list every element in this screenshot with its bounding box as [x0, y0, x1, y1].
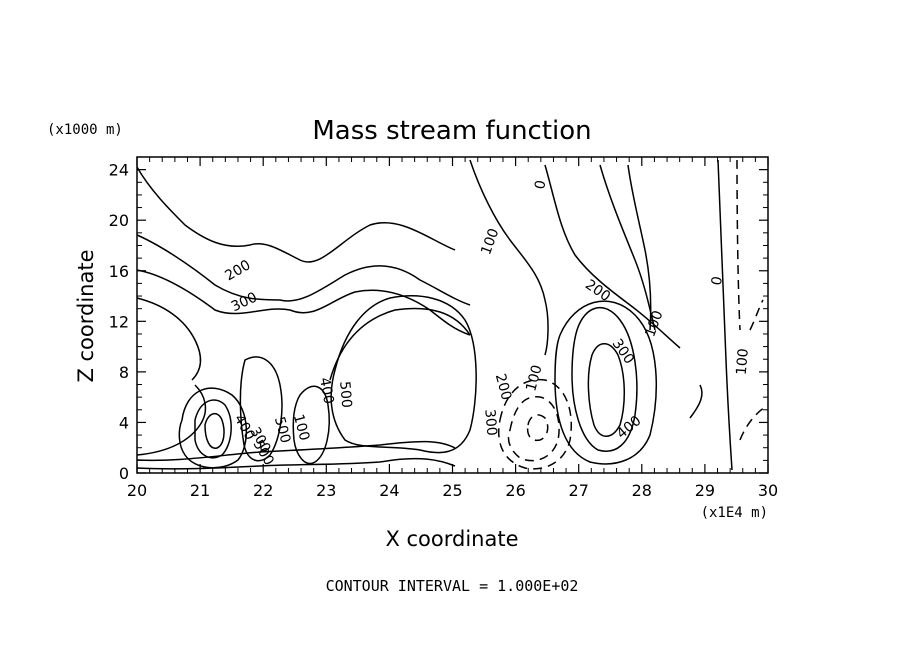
contour-line: [599, 164, 656, 331]
contour-value-label: 200: [492, 372, 514, 402]
contour-line: [717, 159, 733, 471]
contour-value-label: 400: [614, 413, 645, 442]
contour-interval-note: CONTOUR INTERVAL = 1.000E+02: [326, 577, 579, 595]
contour-value-label: 500: [336, 381, 354, 409]
contour-line: [587, 343, 626, 437]
contour-line: [178, 387, 248, 469]
y-tick-label: 24: [109, 161, 129, 180]
y-axis-ticks: 0 4 8 12 16 20 24: [109, 161, 768, 483]
negative-contour-line: [526, 414, 549, 442]
negative-contour-line: [736, 159, 741, 331]
contour-lines: [136, 159, 769, 471]
x-tick-label: 28: [632, 481, 652, 500]
contour-line: [136, 457, 456, 470]
contour-line: [330, 295, 477, 454]
contour-value-label: 0: [532, 179, 549, 191]
contour-line: [194, 399, 232, 459]
x-tick-label: 22: [253, 481, 273, 500]
contour-line: [136, 166, 456, 263]
x-tick-label: 30: [758, 481, 778, 500]
contour-line: [239, 356, 283, 462]
y-tick-label: 12: [109, 312, 129, 331]
x-axis-ticks: 20 21 22 23 24 25 26 27 28 29 30: [127, 157, 778, 500]
contour-value-label: 100: [734, 348, 752, 376]
y-tick-label: 16: [109, 262, 129, 281]
negative-contour-line: [749, 299, 764, 331]
contour-line: [136, 440, 456, 462]
contour-value-label: 100: [642, 309, 666, 340]
contour-value-label: 100: [523, 363, 545, 393]
y-axis-label: Z coordinate: [74, 249, 98, 382]
contour-value-label: 0: [709, 275, 726, 287]
x-tick-label: 20: [127, 481, 147, 500]
x-tick-label: 24: [379, 481, 399, 500]
contour-line: [136, 234, 471, 306]
contour-line: [136, 384, 207, 456]
contour-line: [544, 164, 681, 349]
x-tick-label: 25: [442, 481, 462, 500]
contour-value-label: 100: [478, 226, 502, 257]
negative-contour-line: [739, 404, 769, 441]
x-tick-label: 23: [316, 481, 336, 500]
contour-value-label: 500: [271, 415, 293, 445]
x-axis-unit: (x1E4 m): [701, 505, 768, 521]
contour-line: [136, 297, 202, 381]
y-axis-unit: (x1000 m): [47, 122, 123, 138]
contour-value-label: 400: [316, 376, 336, 405]
x-tick-label: 26: [505, 481, 525, 500]
contour-line: [329, 307, 471, 381]
contour-line: [204, 413, 225, 449]
contour-value-label: 300: [481, 408, 499, 436]
x-tick-label: 21: [190, 481, 210, 500]
contour-line: [554, 300, 657, 465]
contour-line: [469, 159, 549, 356]
y-tick-label: 4: [119, 413, 129, 432]
x-axis-label: X coordinate: [385, 527, 518, 551]
y-tick-label: 8: [119, 363, 129, 382]
y-tick-label: 20: [109, 211, 129, 230]
chart-title: Mass stream function: [312, 116, 591, 146]
contour-value-label: 200: [222, 257, 253, 284]
negative-contour-line: [507, 396, 560, 462]
x-tick-label: 27: [569, 481, 589, 500]
x-tick-label: 29: [695, 481, 715, 500]
y-tick-label: 0: [119, 464, 129, 483]
contour-line: [627, 164, 652, 331]
contour-line: [689, 384, 703, 419]
negative-contour-line: [498, 378, 572, 470]
contour-line: [292, 385, 330, 465]
contour-line: [571, 306, 638, 452]
contour-value-label: 300: [609, 336, 637, 367]
contour-value-label: 100: [290, 413, 312, 443]
